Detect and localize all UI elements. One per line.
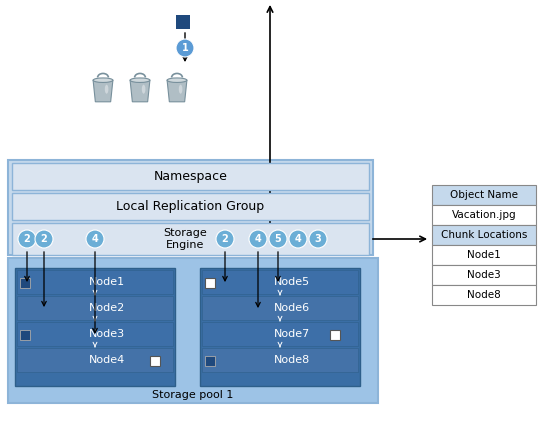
Text: Node7: Node7: [274, 329, 310, 339]
Text: Storage pool 1: Storage pool 1: [152, 390, 234, 400]
Text: Node8: Node8: [274, 355, 310, 365]
Bar: [432, 265, 536, 285]
Text: Node3: Node3: [89, 329, 125, 339]
Bar: [17, 270, 173, 294]
Circle shape: [289, 230, 307, 248]
Bar: [8, 258, 378, 403]
Text: Local Replication Group: Local Replication Group: [116, 200, 264, 213]
Bar: [17, 348, 173, 372]
Circle shape: [269, 230, 287, 248]
Bar: [432, 185, 536, 205]
Bar: [8, 160, 373, 255]
Bar: [17, 322, 173, 346]
Bar: [176, 15, 190, 29]
Bar: [15, 268, 175, 386]
Bar: [150, 356, 160, 366]
Text: Node6: Node6: [274, 303, 310, 313]
Bar: [202, 270, 358, 294]
Circle shape: [309, 230, 327, 248]
Text: Vacation.jpg: Vacation.jpg: [452, 210, 516, 220]
Circle shape: [249, 230, 267, 248]
Text: Node8: Node8: [467, 290, 501, 300]
Bar: [330, 330, 340, 340]
Ellipse shape: [93, 78, 113, 82]
Bar: [12, 193, 369, 220]
Bar: [432, 245, 536, 265]
Bar: [20, 278, 30, 288]
Text: 4: 4: [255, 234, 261, 244]
Text: Node3: Node3: [467, 270, 501, 280]
Bar: [202, 322, 358, 346]
Bar: [200, 268, 360, 386]
Circle shape: [216, 230, 234, 248]
Bar: [202, 296, 358, 320]
Bar: [205, 278, 215, 288]
Ellipse shape: [142, 85, 145, 94]
Bar: [17, 296, 173, 320]
Polygon shape: [130, 80, 150, 102]
Text: 4: 4: [91, 234, 98, 244]
Polygon shape: [167, 80, 187, 102]
Circle shape: [18, 230, 36, 248]
Bar: [432, 225, 536, 245]
Circle shape: [176, 39, 194, 57]
Bar: [205, 356, 215, 366]
Text: Object Name: Object Name: [450, 190, 518, 200]
Text: Node1: Node1: [467, 250, 501, 260]
Ellipse shape: [105, 85, 108, 94]
Bar: [20, 330, 30, 340]
Circle shape: [35, 230, 53, 248]
Text: 4: 4: [295, 234, 301, 244]
Text: 2: 2: [221, 234, 228, 244]
Text: Node5: Node5: [274, 277, 310, 287]
Text: 1: 1: [182, 43, 188, 53]
Ellipse shape: [167, 78, 187, 82]
Bar: [202, 348, 358, 372]
Text: Node4: Node4: [89, 355, 125, 365]
Text: 3: 3: [314, 234, 322, 244]
Text: Node2: Node2: [89, 303, 125, 313]
Text: Storage
Engine: Storage Engine: [163, 228, 207, 250]
Ellipse shape: [179, 85, 182, 94]
Text: 2: 2: [23, 234, 30, 244]
Bar: [432, 285, 536, 305]
Text: 2: 2: [41, 234, 47, 244]
Ellipse shape: [130, 78, 150, 82]
Bar: [12, 223, 369, 255]
Bar: [432, 205, 536, 225]
Text: Node1: Node1: [89, 277, 125, 287]
Text: Namespace: Namespace: [153, 170, 227, 183]
Bar: [12, 163, 369, 190]
Circle shape: [86, 230, 104, 248]
Text: 5: 5: [275, 234, 281, 244]
Polygon shape: [93, 80, 113, 102]
Text: Chunk Locations: Chunk Locations: [441, 230, 527, 240]
